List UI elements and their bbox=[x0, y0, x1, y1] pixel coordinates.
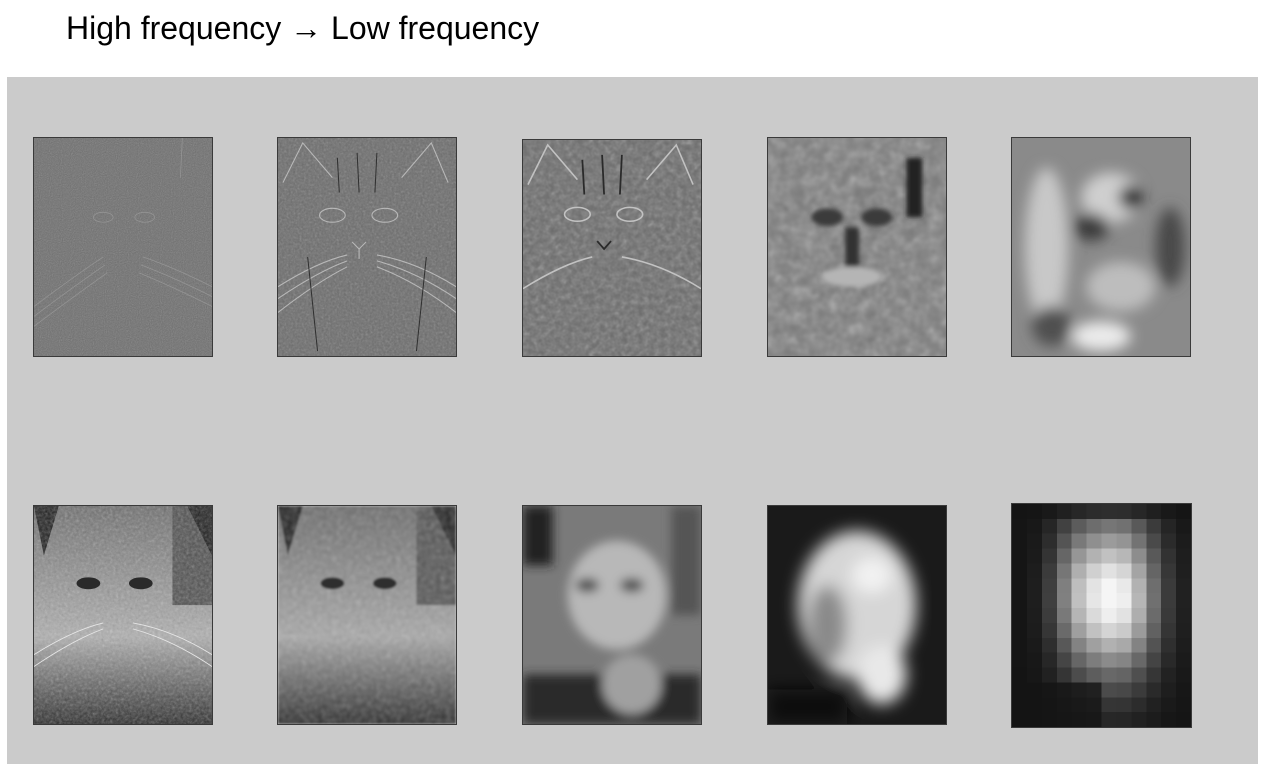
figure-title: High frequency → Low frequency bbox=[66, 10, 540, 46]
lowpass-image-2 bbox=[277, 505, 457, 725]
bandpass-image-3 bbox=[522, 139, 702, 357]
lowpass-image-4 bbox=[767, 505, 947, 725]
bandpass-image-4 bbox=[767, 137, 947, 357]
bandpass-image-5 bbox=[1011, 137, 1191, 357]
lowpass-image-3 bbox=[522, 505, 702, 725]
image-pyramid-panel bbox=[7, 77, 1258, 764]
bandpass-image-1 bbox=[33, 137, 213, 357]
bandpass-image-2 bbox=[277, 137, 457, 357]
lowpass-image-5 bbox=[1011, 503, 1192, 728]
lowpass-image-1 bbox=[33, 505, 213, 725]
